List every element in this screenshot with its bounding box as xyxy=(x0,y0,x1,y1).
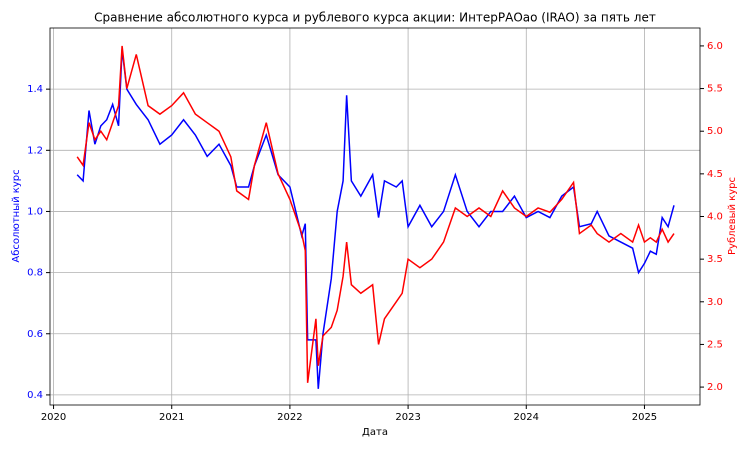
y2-tick-label: 5.5 xyxy=(707,84,723,95)
chart-title: Сравнение абсолютного курса и рублевого … xyxy=(94,11,656,25)
x-tick-label: 2023 xyxy=(395,412,420,423)
x-tick-label: 2021 xyxy=(159,412,184,423)
y-tick-label: 1.2 xyxy=(27,145,43,156)
y-tick-label: 1.0 xyxy=(27,206,43,217)
data-line xyxy=(76,49,675,389)
x-tick-label: 2024 xyxy=(514,412,539,423)
x-axis-label: Дата xyxy=(362,427,388,438)
y2-tick-label: 4.5 xyxy=(707,169,723,180)
data-line xyxy=(76,45,675,383)
x-tick-label: 2025 xyxy=(632,412,657,423)
y2-tick-label: 2.0 xyxy=(707,382,723,393)
y2-tick-label: 4.0 xyxy=(707,212,723,223)
y-tick-label: 0.6 xyxy=(27,329,43,340)
x-tick-label: 2022 xyxy=(277,412,302,423)
x-tick-label: 2020 xyxy=(41,412,66,423)
y2-tick-label: 5.0 xyxy=(707,126,723,137)
y-tick-label: 0.4 xyxy=(27,390,43,401)
y2-tick-label: 6.0 xyxy=(707,41,723,52)
y2-axis-label: Рублевый курс xyxy=(727,177,738,255)
y2-tick-label: 2.5 xyxy=(707,339,723,350)
y2-tick-label: 3.5 xyxy=(707,254,723,265)
y-axis-label: Абсолютный курс xyxy=(11,169,22,262)
plot-frame xyxy=(49,27,701,406)
y-tick-label: 0.8 xyxy=(27,268,43,279)
y-tick-label: 1.4 xyxy=(27,84,43,95)
y2-tick-label: 3.0 xyxy=(707,297,723,308)
